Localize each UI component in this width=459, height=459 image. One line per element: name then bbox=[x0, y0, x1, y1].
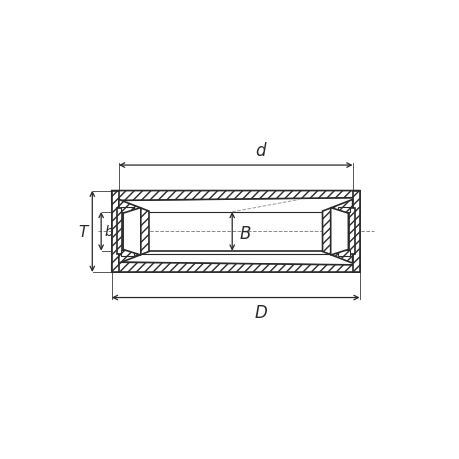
Text: d: d bbox=[255, 142, 265, 160]
Polygon shape bbox=[112, 191, 359, 201]
Polygon shape bbox=[348, 209, 354, 255]
Polygon shape bbox=[322, 200, 352, 263]
Polygon shape bbox=[352, 191, 359, 273]
Polygon shape bbox=[112, 263, 359, 273]
Polygon shape bbox=[117, 209, 122, 255]
Polygon shape bbox=[337, 207, 349, 213]
Text: b: b bbox=[105, 225, 113, 239]
Polygon shape bbox=[121, 251, 134, 256]
Polygon shape bbox=[123, 208, 140, 256]
Polygon shape bbox=[121, 207, 134, 213]
Text: T: T bbox=[78, 224, 87, 239]
Polygon shape bbox=[112, 191, 118, 273]
Polygon shape bbox=[330, 208, 347, 256]
Polygon shape bbox=[118, 200, 149, 263]
Polygon shape bbox=[337, 251, 349, 256]
Text: D: D bbox=[254, 303, 266, 321]
Text: B: B bbox=[240, 224, 251, 242]
